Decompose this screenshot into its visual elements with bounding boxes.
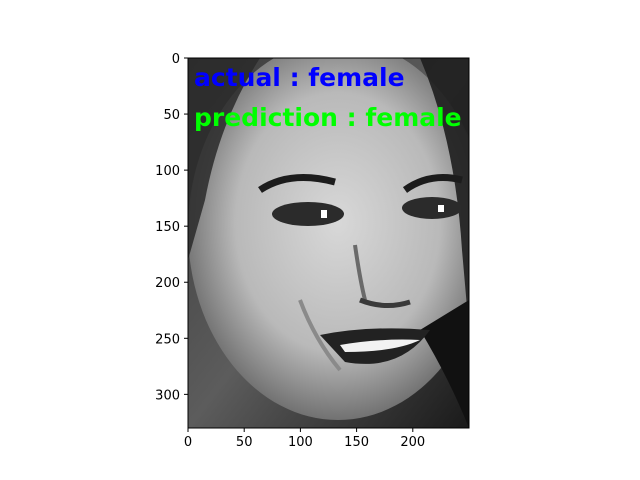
x-tick-label: 150 [344, 435, 369, 450]
annotation-actual: actual : female [194, 63, 405, 92]
x-axis: 0 50 100 150 200 [184, 428, 425, 450]
portrait-image [188, 58, 469, 428]
y-tick-label: 250 [155, 332, 180, 347]
x-tick-label: 200 [400, 435, 425, 450]
y-tick-label: 300 [155, 388, 180, 403]
y-tick-label: 200 [155, 276, 180, 291]
x-tick-label: 0 [184, 435, 192, 450]
x-tick-label: 100 [288, 435, 313, 450]
y-tick-label: 100 [155, 164, 180, 179]
y-tick-label: 50 [163, 108, 180, 123]
y-axis: 0 50 100 150 200 250 300 [155, 52, 188, 403]
y-tick-label: 150 [155, 220, 180, 235]
x-tick-label: 50 [236, 435, 253, 450]
axes-frame [187, 57, 470, 429]
annotation-prediction: prediction : female [194, 103, 462, 132]
y-tick-label: 0 [172, 52, 180, 67]
